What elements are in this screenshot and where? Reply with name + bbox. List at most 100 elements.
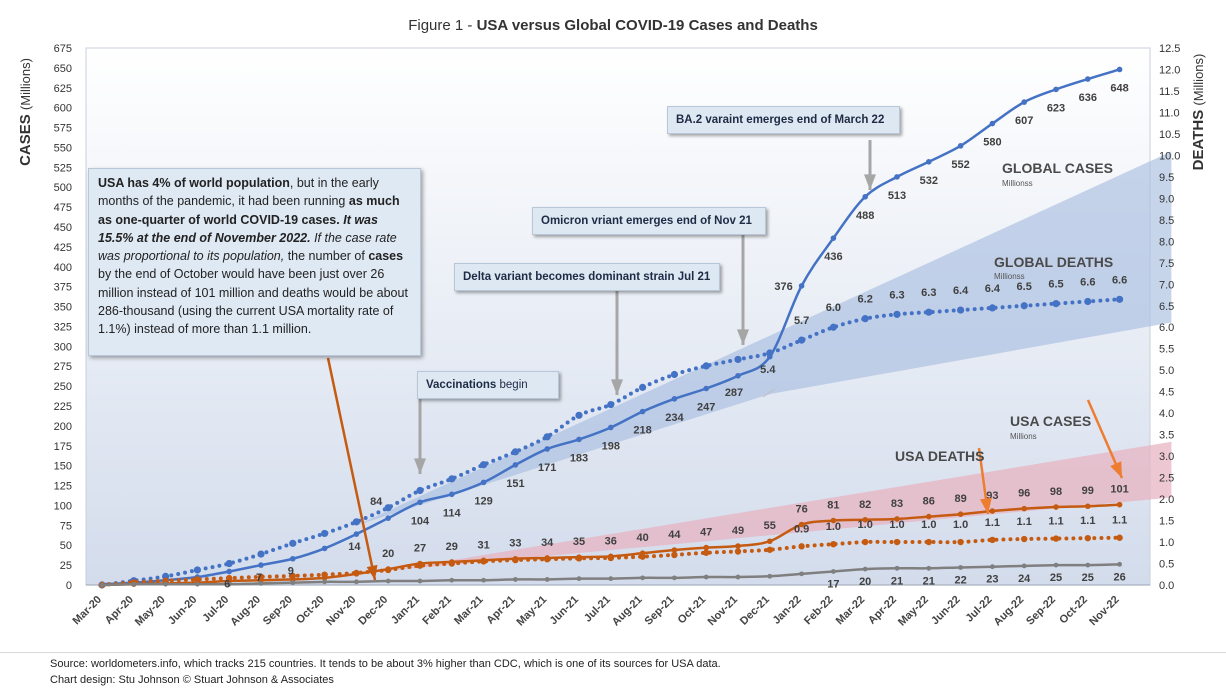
usa-deaths-gray-point bbox=[735, 574, 741, 580]
series-layer bbox=[98, 66, 1124, 589]
global-deaths-label: 6.5 bbox=[1048, 279, 1063, 291]
y-right-tick-label: 4.5 bbox=[1159, 387, 1174, 399]
usa-deaths-point bbox=[957, 538, 964, 546]
y-right-tick-label: 10.0 bbox=[1159, 150, 1180, 162]
global-cases-label: 648 bbox=[1110, 82, 1128, 94]
global-cases-point bbox=[353, 531, 360, 537]
global-deaths-point bbox=[861, 315, 869, 323]
usa-cases-point bbox=[1085, 503, 1091, 510]
usa-deaths-gray-label: 24 bbox=[1018, 573, 1031, 585]
global-cases-point bbox=[226, 568, 232, 575]
svg-text:CASES (Millions): CASES (Millions) bbox=[17, 58, 34, 166]
x-tick-label: Aug-21 bbox=[610, 594, 645, 629]
usa-deaths-point bbox=[480, 558, 487, 565]
usa-cases-label: 34 bbox=[541, 537, 554, 549]
usa-deaths-gray-point bbox=[926, 565, 932, 571]
usa-cases-point bbox=[830, 517, 837, 524]
global-cases-point bbox=[290, 555, 296, 562]
usa-deaths-point bbox=[830, 540, 837, 548]
usa-cases-point bbox=[957, 511, 964, 517]
usa-deaths-label: 1.1 bbox=[1017, 516, 1032, 528]
global-cases-point bbox=[989, 120, 996, 127]
global-deaths-point bbox=[1084, 297, 1092, 306]
global-cases-point bbox=[862, 193, 868, 200]
usa-deaths-gray-point bbox=[799, 571, 804, 577]
arrow-vaccinations-head bbox=[414, 458, 426, 474]
usa-cases-label: 55 bbox=[764, 520, 776, 532]
usa-deaths-gray-label: 25 bbox=[1050, 572, 1062, 584]
usa-cases-point bbox=[862, 516, 868, 523]
usa-cases-label: 89 bbox=[954, 493, 966, 505]
usa-deaths-point bbox=[416, 562, 424, 569]
global-cases-label: 14 bbox=[348, 541, 361, 553]
usa-deaths-label: 1.1 bbox=[1112, 515, 1127, 527]
y-right-tick-label: 12.5 bbox=[1159, 43, 1180, 55]
x-tick-label: Sep-20 bbox=[261, 594, 295, 628]
x-tick-label: Aug-20 bbox=[228, 594, 263, 629]
global-cases-point bbox=[608, 424, 614, 431]
y-left-tick-label: 375 bbox=[54, 282, 72, 294]
data-labels: 6791484104114129151171183198218234247287… bbox=[224, 82, 1129, 590]
y-right-tick-label: 7.5 bbox=[1159, 258, 1174, 270]
global-cases-label: 287 bbox=[725, 387, 743, 399]
y-right-tick-label: 1.5 bbox=[1159, 516, 1174, 528]
global-cases-point bbox=[1053, 86, 1059, 93]
usa-deaths-gray-point bbox=[1117, 561, 1122, 567]
usa-deaths-gray-point bbox=[640, 575, 645, 581]
usa-cases-label: 82 bbox=[859, 499, 871, 511]
y-right-tick-label: 9.0 bbox=[1159, 193, 1174, 205]
usa-deaths-gray-point bbox=[1021, 563, 1027, 569]
usa-cases-point bbox=[1021, 505, 1027, 512]
usa-cases-point bbox=[703, 544, 709, 551]
usa-cases-label: 27 bbox=[414, 543, 426, 555]
global-deaths-point bbox=[829, 323, 838, 331]
usa-cases-label: 81 bbox=[827, 500, 839, 512]
global-cases-label: 234 bbox=[665, 412, 684, 424]
global-deaths-label: 6.2 bbox=[858, 294, 873, 306]
usa-deaths-gray-point bbox=[226, 581, 232, 587]
global-deaths-point bbox=[1116, 295, 1124, 303]
global-cases-point bbox=[544, 446, 550, 452]
usa-deaths-point bbox=[321, 571, 328, 578]
usa-deaths-point bbox=[893, 538, 901, 546]
global-cases-label: 636 bbox=[1079, 92, 1097, 104]
global-deaths-point bbox=[988, 304, 997, 312]
global-cases-point bbox=[926, 158, 932, 165]
global-cases-label: 436 bbox=[824, 251, 842, 263]
usa-deaths-gray-label: 21 bbox=[923, 575, 935, 587]
usa-cases-label: 33 bbox=[509, 538, 521, 550]
usa-cases-label: 101 bbox=[1110, 484, 1128, 496]
x-tick-label: Jul-20 bbox=[200, 594, 231, 625]
usa-deaths-gray-point bbox=[322, 579, 327, 585]
x-tick-label: Aug-22 bbox=[991, 594, 1026, 629]
usa-cases-point bbox=[989, 508, 996, 514]
chart-svg: 0255075100125150175200225250275300325350… bbox=[17, 17, 1207, 629]
global-deaths-point bbox=[384, 504, 392, 512]
arrow-omicron-head bbox=[737, 329, 749, 345]
x-tick-label: May-21 bbox=[514, 594, 549, 629]
global-deaths-label: 6.0 bbox=[826, 302, 841, 314]
global-cases-label: 84 bbox=[370, 496, 383, 508]
y-right-tick-label: 0.0 bbox=[1159, 580, 1174, 592]
y-right-tick-label: 12.0 bbox=[1159, 64, 1180, 76]
usa-cases-point bbox=[767, 538, 773, 545]
global-deaths-point bbox=[225, 559, 233, 568]
y-right-tick-label: 2.0 bbox=[1159, 494, 1174, 506]
y-left-tick-label: 125 bbox=[54, 481, 72, 493]
band-label-global-deaths-unit: Millionss bbox=[994, 272, 1025, 281]
usa-cases-point bbox=[671, 547, 678, 553]
y-right-tick-label: 5.5 bbox=[1159, 344, 1174, 356]
usa-deaths-point bbox=[607, 554, 614, 562]
y-left-tick-label: 625 bbox=[54, 83, 72, 95]
global-cases-label: 6 bbox=[224, 578, 230, 590]
global-deaths-point bbox=[321, 529, 329, 538]
band-label-usa-cases: USA CASES bbox=[1010, 413, 1091, 429]
y-left-tick-label: 200 bbox=[54, 421, 72, 433]
usa-deaths-gray-point bbox=[99, 582, 105, 588]
usa-cases-label: 98 bbox=[1050, 486, 1062, 498]
global-cases-label: 376 bbox=[774, 281, 792, 293]
y-left-tick-label: 150 bbox=[54, 461, 72, 473]
chart-title: Figure 1 - USA versus Global COVID-19 Ca… bbox=[408, 17, 818, 34]
y-left-tick-label: 450 bbox=[54, 222, 72, 234]
usa-deaths-point bbox=[226, 574, 233, 582]
